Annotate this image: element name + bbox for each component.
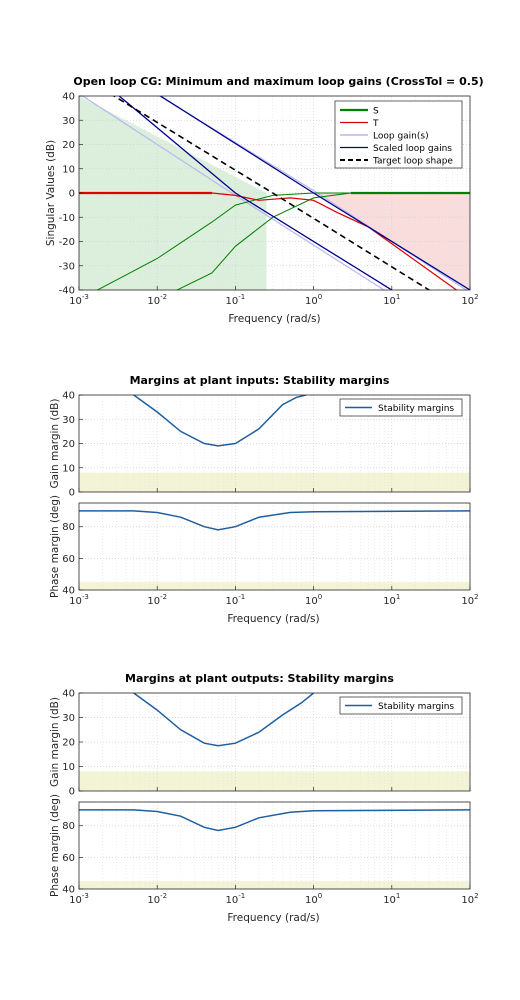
x-tick-label: 100 <box>305 293 322 307</box>
x-tick-label: 10-1 <box>226 593 246 607</box>
x-tick-label: 10-3 <box>69 293 89 307</box>
legend-label: Target loop shape <box>372 156 453 166</box>
gain-margin-bound-region <box>79 771 470 791</box>
x-tick-label: 100 <box>305 593 322 607</box>
y-tick-label: 30 <box>62 415 75 426</box>
y-tick-label: 40 <box>62 391 75 402</box>
legend-label: Stability margins <box>378 404 454 414</box>
legend: ST Loop gain(s) Scaled loop gains Target lo… <box>334 100 463 169</box>
grid <box>79 802 470 889</box>
y-tick-label: 0 <box>69 189 75 200</box>
y-tick-label: 60 <box>62 554 75 565</box>
axes-frame <box>78 801 471 890</box>
axes-frame <box>78 502 471 591</box>
y-tick-label: 20 <box>62 738 75 749</box>
phase-plot-area <box>79 503 470 590</box>
series-s-line <box>96 192 470 290</box>
gain-margin-bound-region <box>79 472 470 492</box>
legend: Stability margins <box>339 696 463 715</box>
loop-gains-plot: -40 -30 -20 -10 0 10 20 30 40 10-3 10-2 10-1 100 101 1… <box>45 75 484 325</box>
y-tick-label: -30 <box>59 261 75 272</box>
legend-label: S <box>373 106 379 116</box>
x-tick-label: 100 <box>305 892 322 906</box>
gain-margin-line <box>133 395 307 447</box>
y-tick-label: -10 <box>59 213 75 224</box>
x-tick-label: 10-2 <box>147 593 167 607</box>
chart-title: Margins at plant inputs: Stability margi… <box>130 374 390 387</box>
y-tick-label: 0 <box>69 787 75 798</box>
y-axis-label: Singular Values (dB) <box>45 140 57 246</box>
phase-margin-line <box>79 510 470 531</box>
x-axis-label: Frequency (rad/s) <box>227 613 319 625</box>
output-margins-plot: 0 10 20 30 40 40 60 80 10-3 10-2 10-1 100 101 102 Marg… <box>49 672 479 924</box>
y-tick-label: 10 <box>62 164 75 175</box>
input-margins-plot: 0 10 20 30 40 40 60 80 10-3 10-2 10-1 100 101 102 Marg… <box>49 374 479 625</box>
series-scaled-loop-gains-line <box>160 96 470 290</box>
x-tick-label: 10-3 <box>69 593 89 607</box>
y-tick-label: 30 <box>62 713 75 724</box>
x-tick-label: 10-3 <box>69 892 89 906</box>
gain-y-axis-label: Gain margin (dB) <box>49 697 61 787</box>
legend-label: Stability margins <box>378 702 454 712</box>
x-tick-label: 102 <box>461 593 478 607</box>
y-tick-label: 60 <box>62 853 75 864</box>
y-tick-label: 10 <box>62 762 75 773</box>
series-loop-gain-s-line <box>81 96 386 290</box>
series-t-line <box>79 192 458 290</box>
series-scaled-loop-gains-line <box>118 96 394 290</box>
x-tick-label: 101 <box>383 293 400 307</box>
phase-y-axis-label: Phase margin (deg) <box>49 794 61 897</box>
gain-y-axis-label: Gain margin (dB) <box>49 399 61 489</box>
x-axis-label: Frequency (rad/s) <box>228 313 320 325</box>
phase-margin-bound-region <box>79 881 470 889</box>
y-tick-label: 40 <box>62 885 75 896</box>
x-axis-label: Frequency (rad/s) <box>227 912 319 924</box>
x-tick-label: 10-1 <box>226 293 246 307</box>
grid <box>79 503 470 590</box>
series-target-loop-shape-line <box>112 96 431 290</box>
phase-plot-area <box>79 802 470 889</box>
y-tick-label: 40 <box>62 586 75 597</box>
y-tick-label: 40 <box>62 92 75 103</box>
x-tick-label: 102 <box>461 293 478 307</box>
y-tick-label: 40 <box>62 689 75 700</box>
x-tick-label: 10-2 <box>147 892 167 906</box>
y-tick-label: 80 <box>62 821 75 832</box>
y-tick-label: 10 <box>62 463 75 474</box>
phase-margin-bound-region <box>79 582 470 590</box>
gain-margin-line <box>133 693 315 747</box>
y-tick-label: 80 <box>62 522 75 533</box>
phase-margin-line <box>79 809 470 832</box>
phase-y-axis-label: Phase margin (deg) <box>49 495 61 598</box>
legend-box <box>339 696 463 715</box>
legend-label: T <box>372 119 379 129</box>
y-tick-label: 30 <box>62 116 75 127</box>
legend-box <box>339 398 463 417</box>
chart-title: Margins at plant outputs: Stability marg… <box>125 672 394 685</box>
legend-label: Scaled loop gains <box>373 144 452 154</box>
y-tick-label: 20 <box>62 140 75 151</box>
legend: Stability margins <box>339 398 463 417</box>
x-tick-label: 101 <box>383 892 400 906</box>
x-tick-label: 10-2 <box>147 293 167 307</box>
grid <box>79 693 470 791</box>
legend-label: Loop gain(s) <box>373 131 429 141</box>
chart-title: Open loop CG: Minimum and maximum loop g… <box>73 75 483 88</box>
x-tick-label: 10-1 <box>226 892 246 906</box>
y-tick-label: 0 <box>69 488 75 499</box>
x-tick-label: 101 <box>383 593 400 607</box>
y-tick-label: -40 <box>59 286 75 297</box>
y-tick-label: -20 <box>59 237 75 248</box>
y-tick-label: 20 <box>62 439 75 450</box>
x-tick-label: 102 <box>461 892 478 906</box>
